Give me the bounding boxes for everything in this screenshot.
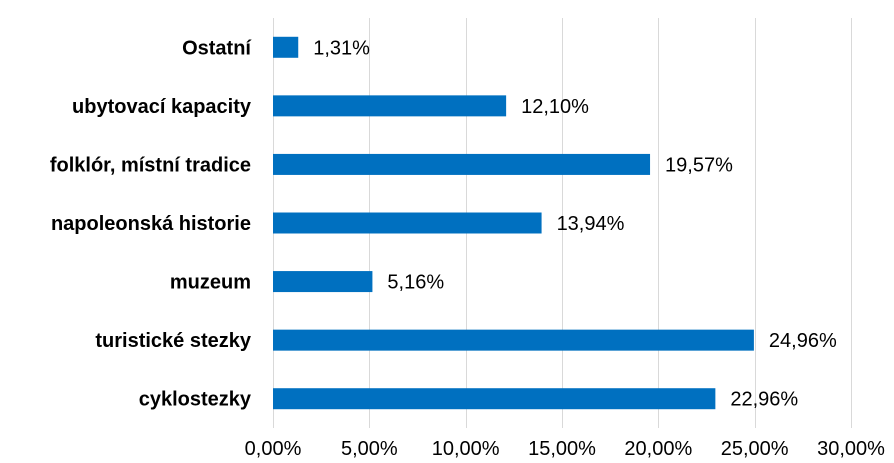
x-tick-label: 25,00% (721, 438, 789, 460)
category-label: napoleonská historie (51, 213, 251, 235)
x-tick-label: 10,00% (432, 438, 500, 460)
category-labels: Ostatní ubytovací kapacity folklór, místní… (50, 37, 253, 410)
data-label: 24,96% (769, 330, 837, 352)
data-label: 1,31% (313, 37, 370, 59)
data-label: 12,10% (521, 96, 589, 118)
data-label: 19,57% (665, 154, 733, 176)
bar (273, 212, 542, 234)
x-tick-label: 30,00% (817, 438, 885, 460)
category-label: muzeum (170, 272, 251, 294)
bars (273, 36, 754, 410)
category-label: Ostatní (182, 37, 252, 59)
bar (273, 329, 754, 351)
bar (273, 36, 299, 58)
x-tick-label: 20,00% (624, 438, 692, 460)
bar (273, 271, 373, 293)
category-label: cyklostezky (139, 389, 252, 411)
data-label: 13,94% (557, 213, 625, 235)
category-label: ubytovací kapacity (72, 96, 252, 118)
category-label: turistické stezky (95, 330, 252, 352)
x-axis-tick-labels: 0,00% 5,00% 10,00% 15,00% 20,00% 25,00% 30,00% (245, 438, 885, 460)
x-tick-label: 5,00% (341, 438, 398, 460)
bar (273, 95, 507, 117)
bar (273, 153, 651, 175)
x-tick-label: 15,00% (528, 438, 596, 460)
category-label: folklór, místní tradice (50, 154, 251, 176)
data-label: 5,16% (387, 272, 444, 294)
value-labels: 1,31% 12,10% 19,57% 13,94% 5,16% 24,96% 22,96% (313, 37, 837, 410)
data-label: 22,96% (730, 389, 798, 411)
x-tick-label: 0,00% (245, 438, 302, 460)
bar (273, 388, 716, 410)
